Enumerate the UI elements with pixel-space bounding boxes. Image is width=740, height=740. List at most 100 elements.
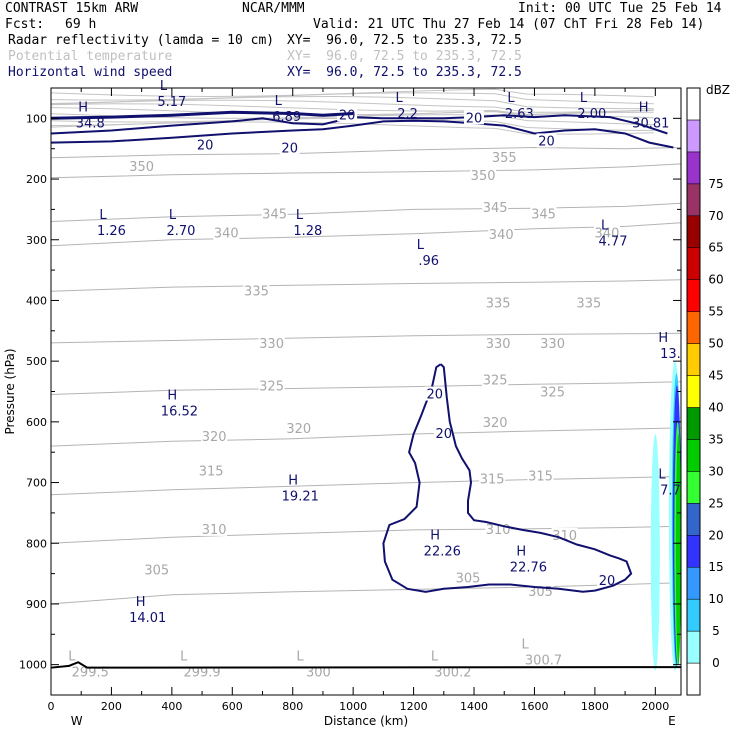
theta-contour-line (50, 279, 682, 292)
theta-contour-label: 345 (483, 201, 508, 216)
colorbar-swatch (686, 151, 701, 185)
colorbar-swatch (686, 247, 701, 280)
theta-extremum-value: 300.7 (525, 654, 562, 669)
theta-label-bg (198, 463, 225, 478)
theta-contour-line (50, 92, 654, 105)
theta-extremum-value: 300.2 (434, 666, 471, 681)
theta-contour-label: 330 (540, 337, 565, 352)
theta-contour-line (50, 99, 654, 113)
colorbar-level-label: 75 (708, 177, 723, 191)
colorbar-level-label: 55 (708, 305, 723, 319)
init-time: Init: 00 UTC Tue 25 Feb 14 (518, 1, 722, 16)
wind-extremum-value: 13. (660, 347, 681, 362)
wind-extremum-value: 7.7 (660, 484, 681, 499)
colorbar-level-label: 30 (708, 464, 723, 478)
wind-label-bg (195, 137, 216, 152)
wind-extremum-letter: L (169, 208, 177, 223)
theta-contour-line (50, 222, 682, 247)
field-xy-wind: XY= 96.0, 72.5 to 235.3, 72.5 (287, 65, 522, 80)
wind-contour-line (50, 110, 354, 120)
theta-label-bg (258, 336, 285, 351)
wind-label-bg (279, 140, 300, 155)
colorbar-swatch (686, 535, 701, 568)
wind-extremum-value: 19.21 (282, 490, 319, 505)
x-tick-label: 800 (282, 700, 303, 713)
y-tick-label: 200 (26, 173, 47, 186)
reflectivity-cell (675, 433, 681, 665)
theta-extremum-value: 299.5 (72, 666, 109, 681)
y-axis-label: Pressure (hPa) (3, 348, 17, 434)
theta-contour-label: 315 (528, 469, 553, 484)
wind-label-bg (464, 110, 485, 125)
colorbar-level-label: 15 (708, 560, 723, 574)
field-xy-reflectivity: XY= 96.0, 72.5 to 235.3, 72.5 (287, 33, 522, 48)
wind-contour-label: 20 (339, 108, 356, 123)
wind-extremum-letter: H (136, 595, 146, 610)
reflectivity-shading (650, 361, 682, 671)
theta-contour-label: 325 (259, 380, 284, 395)
theta-contour-label: 320 (286, 422, 311, 437)
wind-extremum-value: 2.00 (577, 107, 606, 122)
colorbar-swatch (686, 119, 701, 153)
wind-extremum-letter: L (296, 208, 304, 223)
theta-contour-label: 310 (202, 523, 227, 538)
wind-extremum-letter: H (167, 389, 177, 404)
theta-contour-label: 325 (540, 386, 565, 401)
colorbar-level-label: 5 (712, 624, 720, 638)
field-name-wind: Horizontal wind speed (8, 65, 173, 80)
theta-label-bg (485, 336, 512, 351)
x-endpoint-right: E (668, 714, 676, 728)
theta-contour-line (50, 525, 682, 544)
wind-contour-label: 20 (197, 139, 214, 154)
colorbar-title: dBZ (706, 83, 730, 97)
wind-extremum-value: 2.70 (166, 224, 195, 239)
x-tick-label: 400 (161, 700, 182, 713)
valid-time: Valid: 21 UTC Thu 27 Feb 14 (07 ChT Fri … (313, 17, 705, 32)
theta-label-bg (530, 206, 557, 221)
y-tick-label: 400 (26, 294, 47, 307)
wind-extremum-value: 2.63 (505, 107, 534, 122)
theta-label-bg (213, 225, 240, 240)
theta-label-bg (485, 295, 512, 310)
wind-extremum-value: 22.26 (424, 544, 461, 559)
x-endpoint-left: W (71, 714, 83, 728)
surface-line (50, 661, 682, 669)
theta-label-bg (285, 421, 312, 436)
colorbar-level-label: 60 (708, 273, 723, 287)
theta-label-bg (201, 521, 228, 536)
wind-extremum-value: 14.01 (129, 611, 166, 626)
axes: 0 200 400 600 800 1000 1200 1400 1600 1800 2000 100… (3, 87, 682, 728)
theta-label-bg (539, 384, 566, 399)
colorbar-swatch (686, 566, 701, 600)
wind-extremum-value: 30.81 (632, 116, 669, 131)
x-tick-label: 1200 (400, 700, 428, 713)
colorbar-swatch (686, 279, 701, 312)
theta-extremum-letter: L (522, 638, 530, 653)
wind-label-bg (433, 425, 454, 440)
theta-contours: 355 350 350 345 345 345 340 340 340 335 335 335 330 3… (50, 88, 682, 605)
colorbar-level-label: 45 (708, 369, 723, 383)
theta-extremum-letter: L (180, 650, 188, 665)
wind-extremum-value: 2.2 (397, 107, 418, 122)
theta-contour-line (50, 332, 682, 344)
theta-contour-line (50, 202, 682, 222)
theta-label-bg (258, 378, 285, 393)
wind-extremum-letter: L (580, 91, 588, 106)
colorbar-level-label: 25 (708, 496, 723, 510)
theta-contour-label: 335 (244, 284, 269, 299)
theta-label-bg (482, 372, 509, 387)
wind-extremum-letter: L (396, 91, 404, 106)
theta-label-bg (488, 226, 515, 241)
wind-label-bg (596, 572, 617, 587)
theta-label-bg (201, 429, 228, 444)
wind-extremum-letter: L (275, 94, 283, 109)
colorbar-swatch (686, 471, 701, 504)
wind-contour-label: 20 (538, 134, 555, 149)
colorbar-swatch (686, 375, 701, 408)
theta-label-bg (479, 471, 506, 486)
wind-extremum-letter: H (658, 331, 668, 346)
theta-contour-line (50, 163, 682, 179)
x-tick-label: 0 (48, 700, 55, 713)
theta-contour-line (50, 146, 682, 159)
